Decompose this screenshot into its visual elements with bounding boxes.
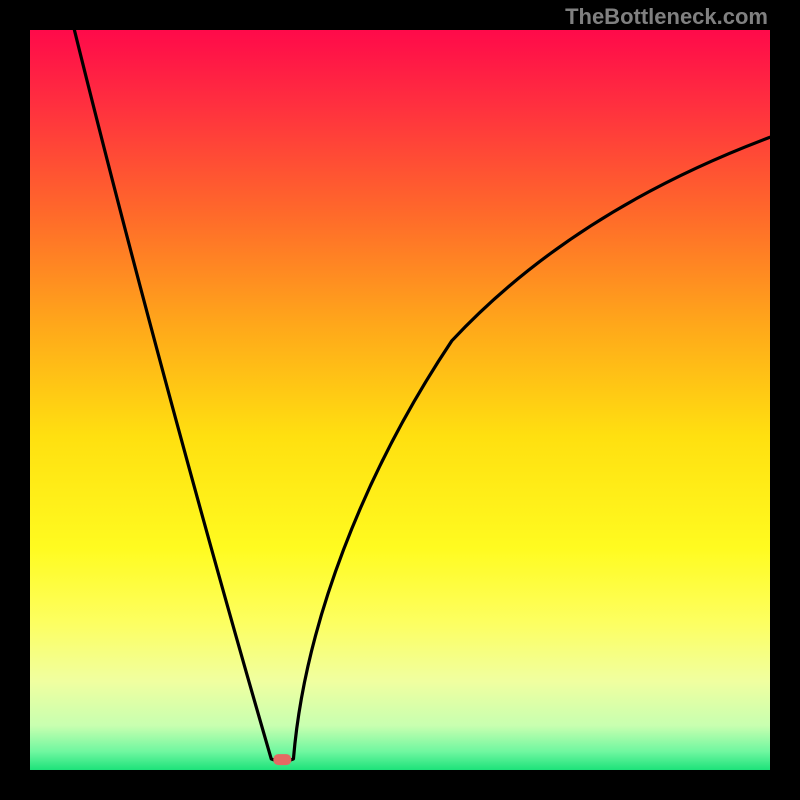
minimum-marker	[273, 754, 291, 765]
plot-background	[30, 30, 770, 770]
watermark-text: TheBottleneck.com	[565, 4, 768, 30]
chart-canvas	[0, 0, 800, 800]
